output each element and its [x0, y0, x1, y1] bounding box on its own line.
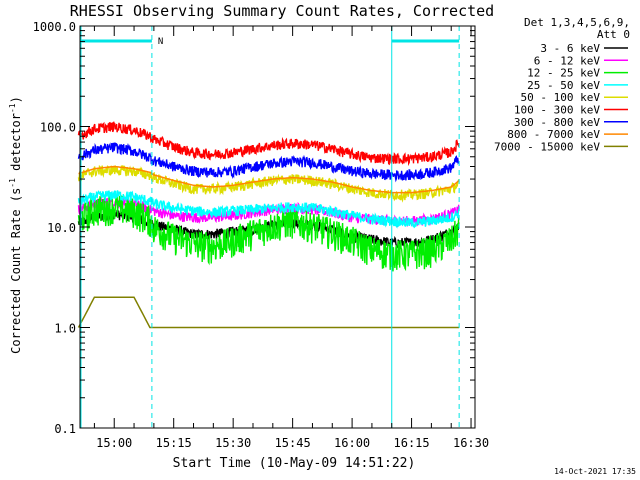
- legend-label: 7000 - 15000 keV: [494, 140, 600, 153]
- night-flag-label: N: [158, 37, 163, 47]
- x-tick-label: 15:00: [96, 436, 132, 450]
- y-axis-label: Corrected Count Rate (s-1 detector-1): [8, 96, 23, 354]
- y-tick-label: 0.1: [54, 422, 76, 436]
- legend-label: 25 - 50 keV: [527, 79, 600, 92]
- x-axis-label: Start Time (10-May-09 14:51:22): [173, 456, 416, 471]
- y-tick-label: 100.0: [40, 121, 76, 135]
- y-tick-label: 1000.0: [33, 20, 76, 34]
- legend-label: 300 - 800 keV: [514, 116, 600, 129]
- series-lines: [77, 121, 460, 329]
- legend-label: 100 - 300 keV: [514, 104, 600, 117]
- footer-date: 14-Oct-2021 17:35: [554, 467, 636, 476]
- series-line-100-300-kev: [77, 121, 460, 167]
- legend-label: 800 - 7000 keV: [507, 128, 600, 141]
- legend-header-line1: Det 1,3,4,5,6,9,: [524, 16, 630, 29]
- x-tick-label: 15:30: [215, 436, 251, 450]
- series-line-7000-15000-kev: [77, 296, 460, 329]
- legend-label: 6 - 12 keV: [534, 54, 601, 67]
- series-line-300-800-kev: [77, 142, 460, 183]
- series-line-800-7000-kev: [78, 165, 460, 194]
- chart-title: RHESSI Observing Summary Count Rates, Co…: [70, 2, 494, 20]
- x-tick-label: 15:15: [156, 436, 192, 450]
- y-tick-label: 1.0: [54, 322, 76, 336]
- x-tick-label: 16:00: [334, 436, 370, 450]
- x-tick-label: 16:15: [394, 436, 430, 450]
- series-line-12-25-kev: [77, 195, 460, 272]
- legend-header-line2: Att 0: [597, 28, 630, 41]
- legend-label: 50 - 100 keV: [521, 91, 601, 104]
- x-tick-label: 15:45: [275, 436, 311, 450]
- series-line-25-50-kev: [77, 189, 460, 229]
- y-tick-label: 10.0: [47, 221, 76, 235]
- plot-area: N 0.1 1.0 10.0 100.0 1000.0 15:00 15:15 15:30 15:…: [33, 20, 489, 450]
- x-tick-label: 16:30: [453, 436, 489, 450]
- legend-label: 12 - 25 keV: [527, 67, 600, 80]
- legend-label: 3 - 6 keV: [540, 42, 600, 55]
